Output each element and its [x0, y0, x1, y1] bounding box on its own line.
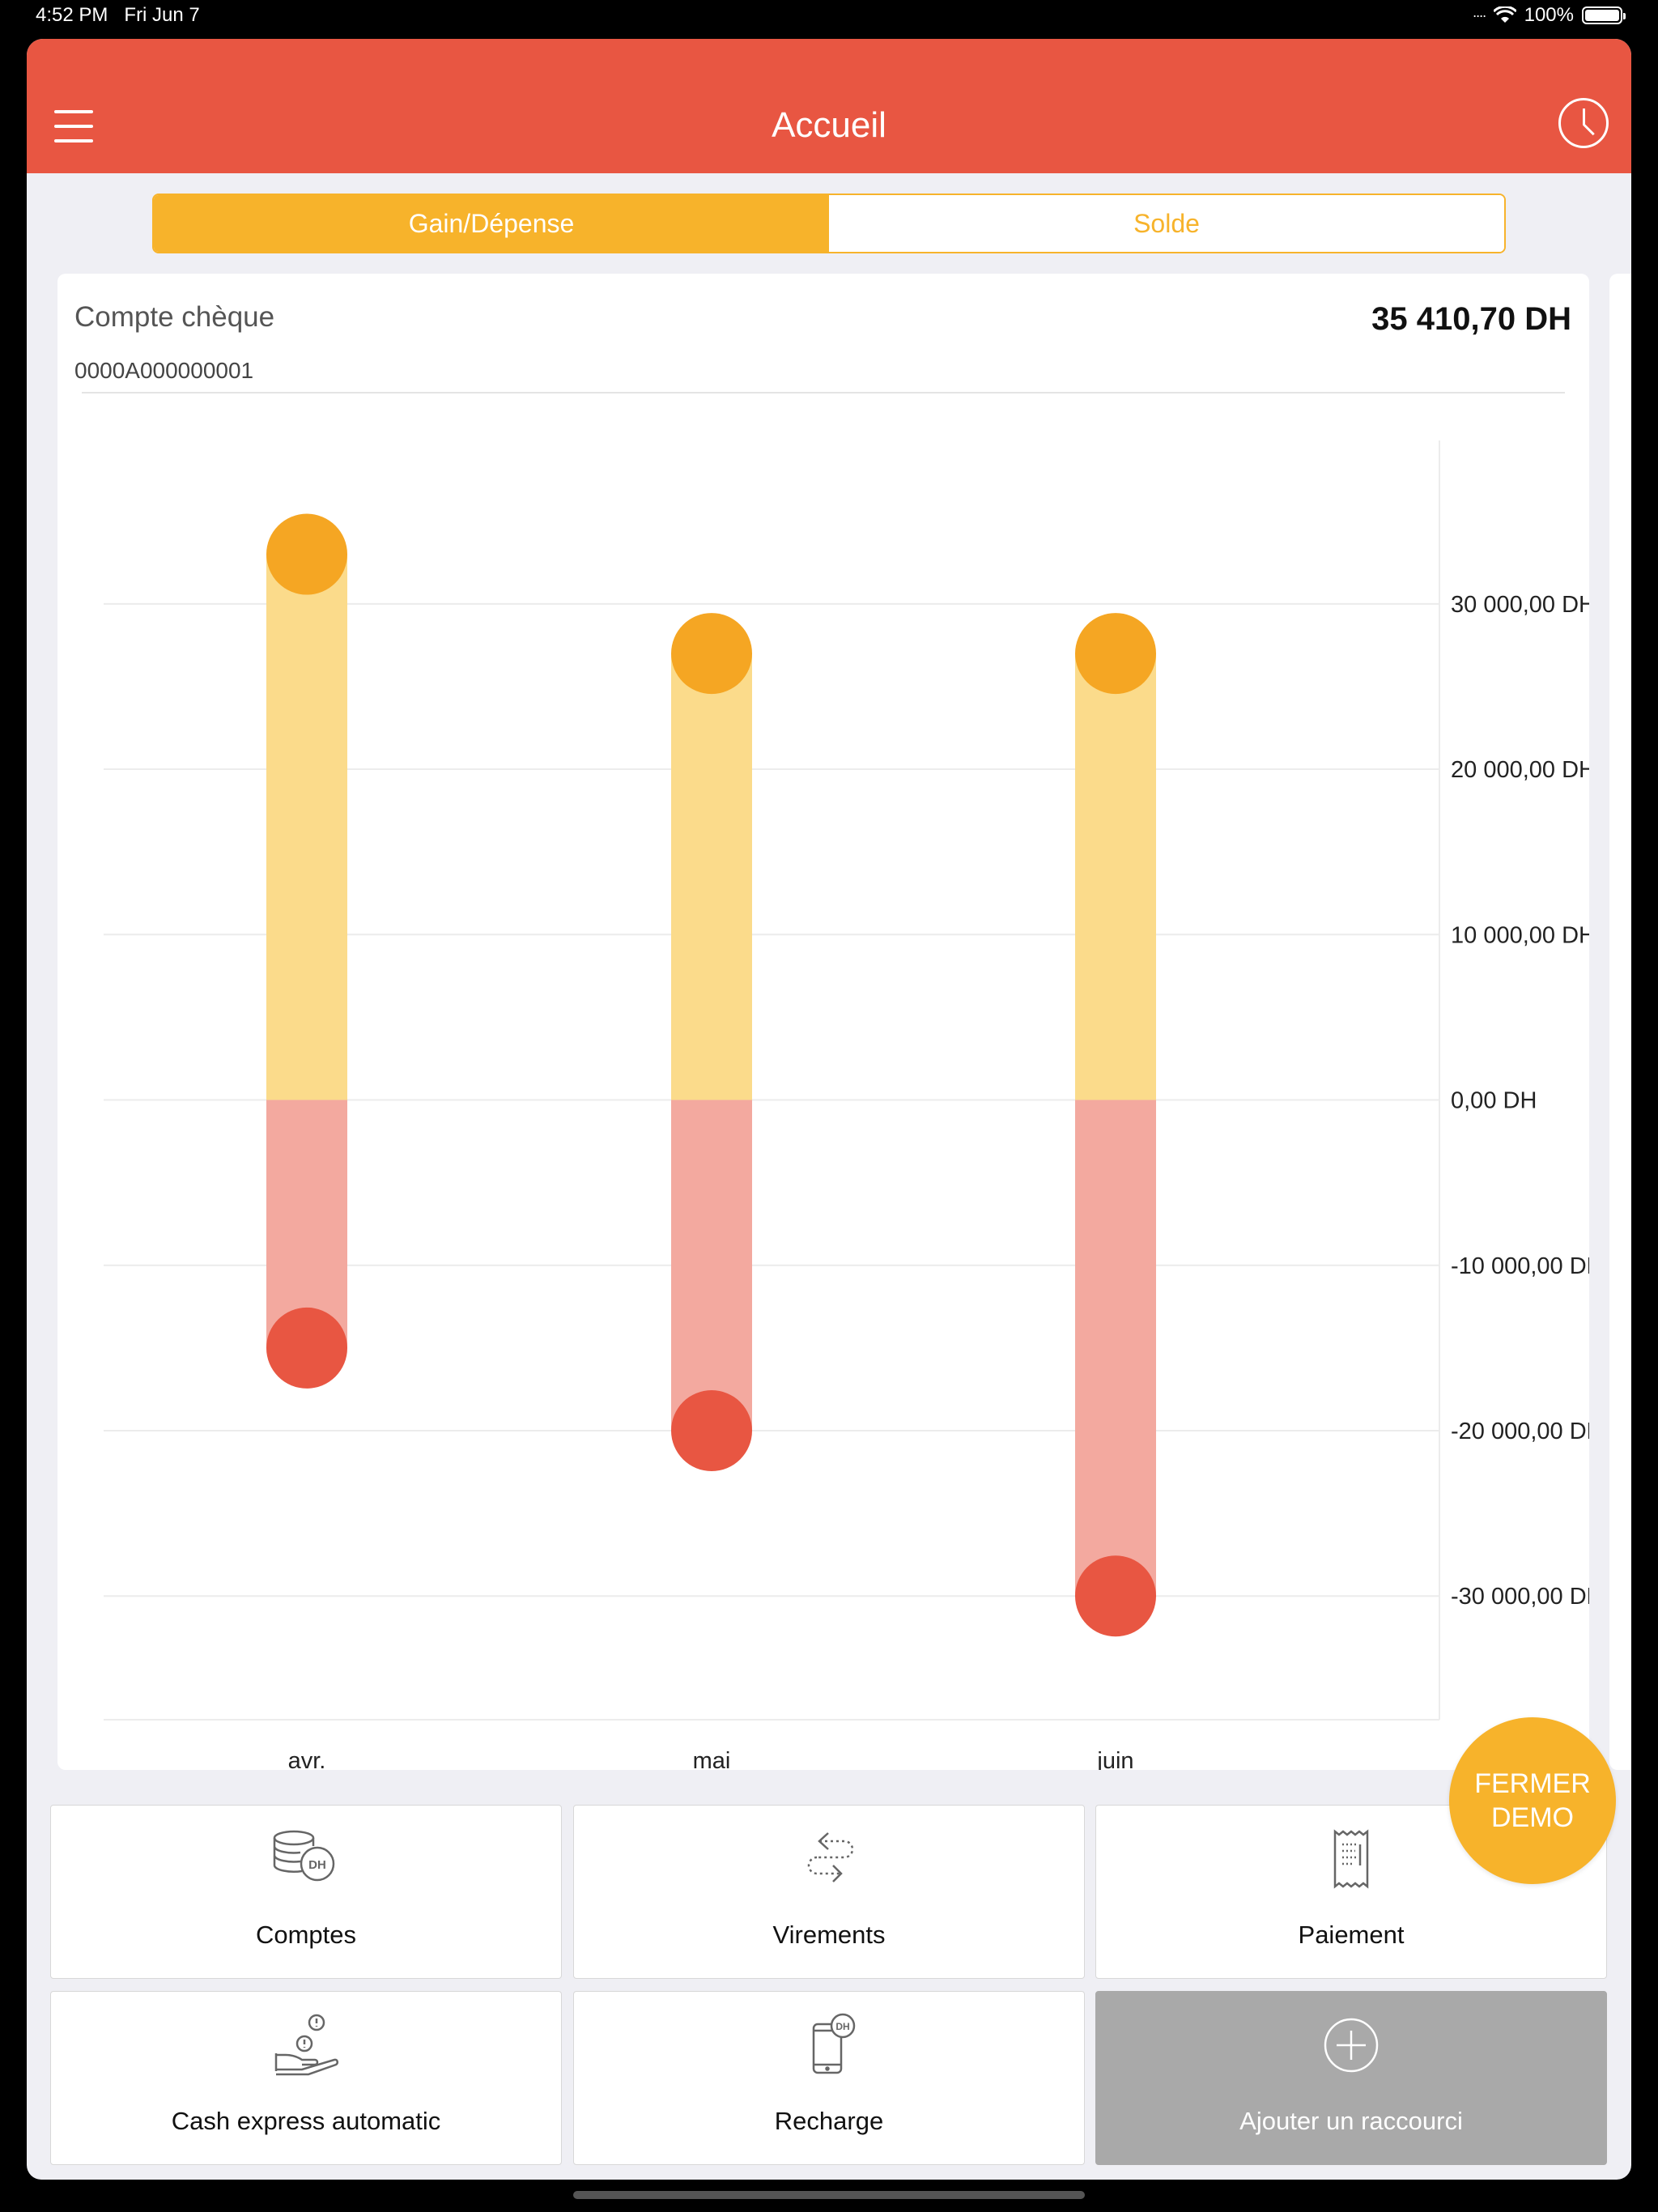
gain-bar [1075, 653, 1156, 1100]
status-bar: 4:52 PM Fri Jun 7 ···· 100% [0, 0, 1658, 39]
y-tick-label: -30 000,00 DH [1451, 1584, 1589, 1610]
view-segmented-control: Gain/Dépense Solde [152, 194, 1506, 253]
gain-point [671, 613, 752, 695]
shortcut-comptes[interactable]: DH Comptes [50, 1805, 562, 1979]
signal-icon: ···· [1472, 6, 1487, 23]
shortcut-recharge[interactable]: DH Recharge [573, 1991, 1085, 2165]
x-tick-label: avr. [288, 1748, 326, 1770]
y-tick-label: 30 000,00 DH [1451, 592, 1589, 618]
phone-dh-icon: DH [812, 2013, 856, 2074]
expense-bar [266, 1100, 347, 1348]
tab-gain-depense[interactable]: Gain/Dépense [154, 195, 829, 252]
app-window: Accueil Gain/Dépense Solde Compte chèque… [27, 39, 1631, 2180]
hamburger-menu-icon[interactable] [54, 110, 93, 143]
expense-point [1075, 1555, 1156, 1637]
add-shortcut-button[interactable]: Ajouter un raccourci [1095, 1991, 1607, 2165]
svg-text:DH: DH [308, 1858, 326, 1872]
card-divider [82, 392, 1565, 393]
plus-circle-icon [1324, 2018, 1379, 2073]
shortcut-label: Virements [772, 1921, 886, 1949]
gain-expense-chart: 30 000,00 DH 20 000,00 DH 10 000,00 DH 0,00… [104, 440, 1589, 1770]
expense-bar [1075, 1100, 1156, 1597]
gain-bar [266, 554, 347, 1100]
wifi-icon [1493, 6, 1516, 23]
account-card[interactable]: Compte chèque 35 410,70 DH 0000A00000000… [57, 274, 1589, 1770]
shortcut-label: Recharge [774, 2107, 884, 2135]
gain-point [266, 513, 347, 595]
header-bar: Accueil [27, 39, 1631, 173]
gain-point [1075, 613, 1156, 695]
shortcut-label: Comptes [255, 1921, 357, 1949]
gain-bar [671, 653, 752, 1100]
y-tick-label: -20 000,00 DH [1451, 1419, 1589, 1444]
expense-point [266, 1307, 347, 1389]
page-title: Accueil [772, 105, 886, 145]
transfer-arrows-icon [807, 1832, 854, 1882]
shortcut-label: Ajouter un raccourci [1239, 2107, 1463, 2135]
shortcut-virements[interactable]: Virements [573, 1805, 1085, 1979]
battery-percent: 100% [1524, 4, 1574, 26]
fab-line-1: FERMER [1474, 1768, 1591, 1799]
receipt-icon [1333, 1829, 1369, 1889]
x-tick-label: mai [693, 1748, 731, 1770]
y-tick-label: 10 000,00 DH [1451, 922, 1589, 948]
svg-text:DH: DH [835, 2021, 849, 2032]
fab-line-2: DEMO [1491, 1802, 1574, 1833]
shortcut-label: Paiement [1298, 1921, 1405, 1949]
account-number: 0000A000000001 [74, 358, 254, 383]
x-tick-label: juin [1096, 1748, 1133, 1770]
y-tick-label: 0,00 DH [1451, 1088, 1537, 1114]
coins-dh-icon: DH [273, 1830, 335, 1882]
home-indicator[interactable] [573, 2191, 1085, 2199]
status-time: 4:52 PM Fri Jun 7 [36, 4, 200, 26]
shortcut-cash-express[interactable]: Cash express automatic [50, 1991, 562, 2165]
close-demo-button[interactable]: FERMER DEMO [1449, 1717, 1616, 1884]
tab-solde[interactable]: Solde [829, 195, 1504, 252]
shortcut-label: Cash express automatic [171, 2107, 441, 2135]
status-right: ···· 100% [1472, 4, 1626, 27]
account-balance: 35 410,70 DH [1371, 301, 1571, 337]
y-tick-label: -10 000,00 DH [1451, 1253, 1589, 1279]
expense-point [671, 1390, 752, 1472]
y-tick-label: 20 000,00 DH [1451, 757, 1589, 783]
hand-coin-icon [274, 2014, 338, 2076]
account-name: Compte chèque [74, 301, 275, 333]
expense-bar [671, 1100, 752, 1431]
battery-icon [1582, 6, 1626, 24]
next-account-card[interactable] [1609, 274, 1631, 1770]
clock-icon[interactable] [1558, 98, 1609, 148]
